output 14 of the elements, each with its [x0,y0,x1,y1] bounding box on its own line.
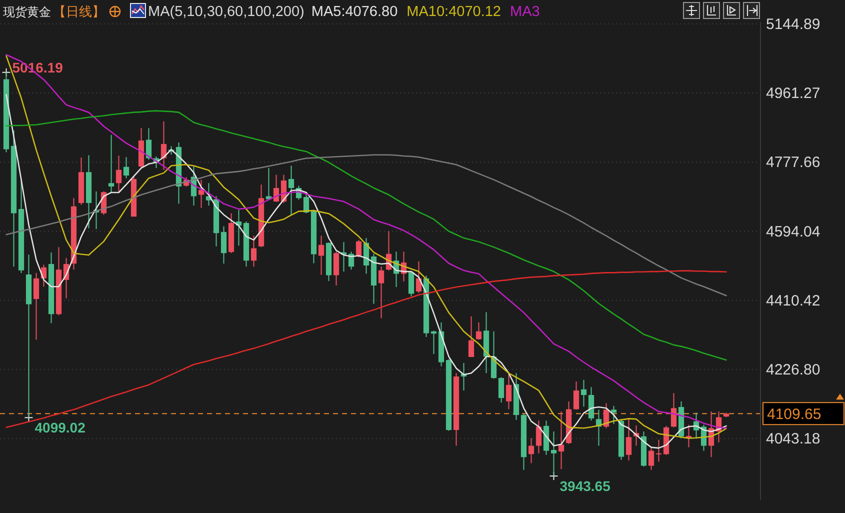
y-tick-label: 4777.66 [766,154,820,172]
ref-line-label: 4109.65 [767,406,822,424]
y-tick-label: 4594.04 [766,223,820,240]
y-tick-label: 4410.42 [766,292,820,310]
chart-title: 现货黄金 [3,5,51,19]
y-tick-label: 4961.27 [766,85,820,102]
annotation: 3943.65 [560,478,611,494]
y-tick-label: 5144.89 [766,16,820,33]
chart-subtitle: 【日线】 [53,4,105,19]
annotation: 4099.02 [34,420,86,436]
y-tick-label: 4226.80 [766,361,820,378]
legend: MA(5,10,30,60,100,200) MA5:4076.80 MA10:4070.12 MA3 [130,3,540,20]
y-tick-label: 4043.18 [766,430,820,448]
legend-title: MA(5,10,30,60,100,200) [148,4,304,20]
